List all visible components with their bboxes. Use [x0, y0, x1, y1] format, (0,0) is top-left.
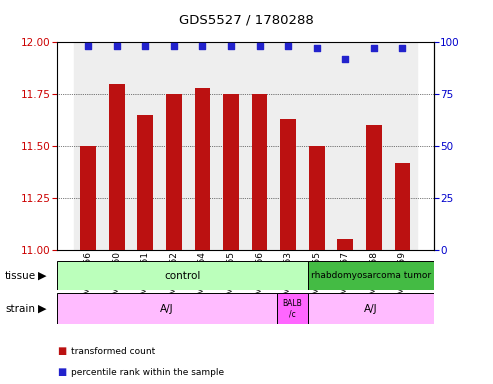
Text: A/J: A/J [160, 304, 174, 314]
Text: rhabdomyosarcoma tumor: rhabdomyosarcoma tumor [311, 271, 431, 280]
Bar [274, 42, 302, 250]
Bar [166, 94, 182, 250]
Bar [388, 42, 417, 250]
Text: tissue: tissue [5, 270, 36, 281]
Bar [308, 293, 434, 324]
Text: ▶: ▶ [37, 304, 46, 314]
Bar [308, 261, 434, 290]
Text: ▶: ▶ [37, 270, 46, 281]
Bar [188, 42, 217, 250]
Bar [74, 42, 103, 250]
Point [84, 43, 92, 50]
Bar [331, 42, 359, 250]
Bar [195, 88, 211, 250]
Point [398, 45, 406, 51]
Bar [337, 239, 353, 250]
Text: percentile rank within the sample: percentile rank within the sample [71, 368, 225, 377]
Text: ■: ■ [57, 346, 66, 356]
Bar [359, 42, 388, 250]
Point [370, 45, 378, 51]
Bar [160, 42, 188, 250]
Point [227, 43, 235, 50]
Point [341, 56, 349, 62]
Point [141, 43, 149, 50]
Point [284, 43, 292, 50]
Text: control: control [164, 270, 201, 281]
Bar [109, 84, 125, 250]
Bar [245, 42, 274, 250]
Bar [223, 94, 239, 250]
Bar [366, 125, 382, 250]
Point [255, 43, 263, 50]
Text: BALB
/c: BALB /c [282, 299, 302, 318]
Text: transformed count: transformed count [71, 347, 156, 356]
Bar [277, 293, 308, 324]
Bar [57, 261, 308, 290]
Text: ■: ■ [57, 367, 66, 377]
Text: GDS5527 / 1780288: GDS5527 / 1780288 [179, 13, 314, 26]
Bar [80, 146, 96, 250]
Text: strain: strain [5, 304, 35, 314]
Bar [131, 42, 160, 250]
Bar [302, 42, 331, 250]
Bar [394, 162, 410, 250]
Point [113, 43, 121, 50]
Point [170, 43, 178, 50]
Bar [252, 94, 267, 250]
Point [199, 43, 207, 50]
Bar [280, 119, 296, 250]
Bar [217, 42, 245, 250]
Bar [138, 115, 153, 250]
Bar [57, 293, 277, 324]
Bar [309, 146, 324, 250]
Bar [103, 42, 131, 250]
Text: A/J: A/J [364, 304, 378, 314]
Point [313, 45, 320, 51]
